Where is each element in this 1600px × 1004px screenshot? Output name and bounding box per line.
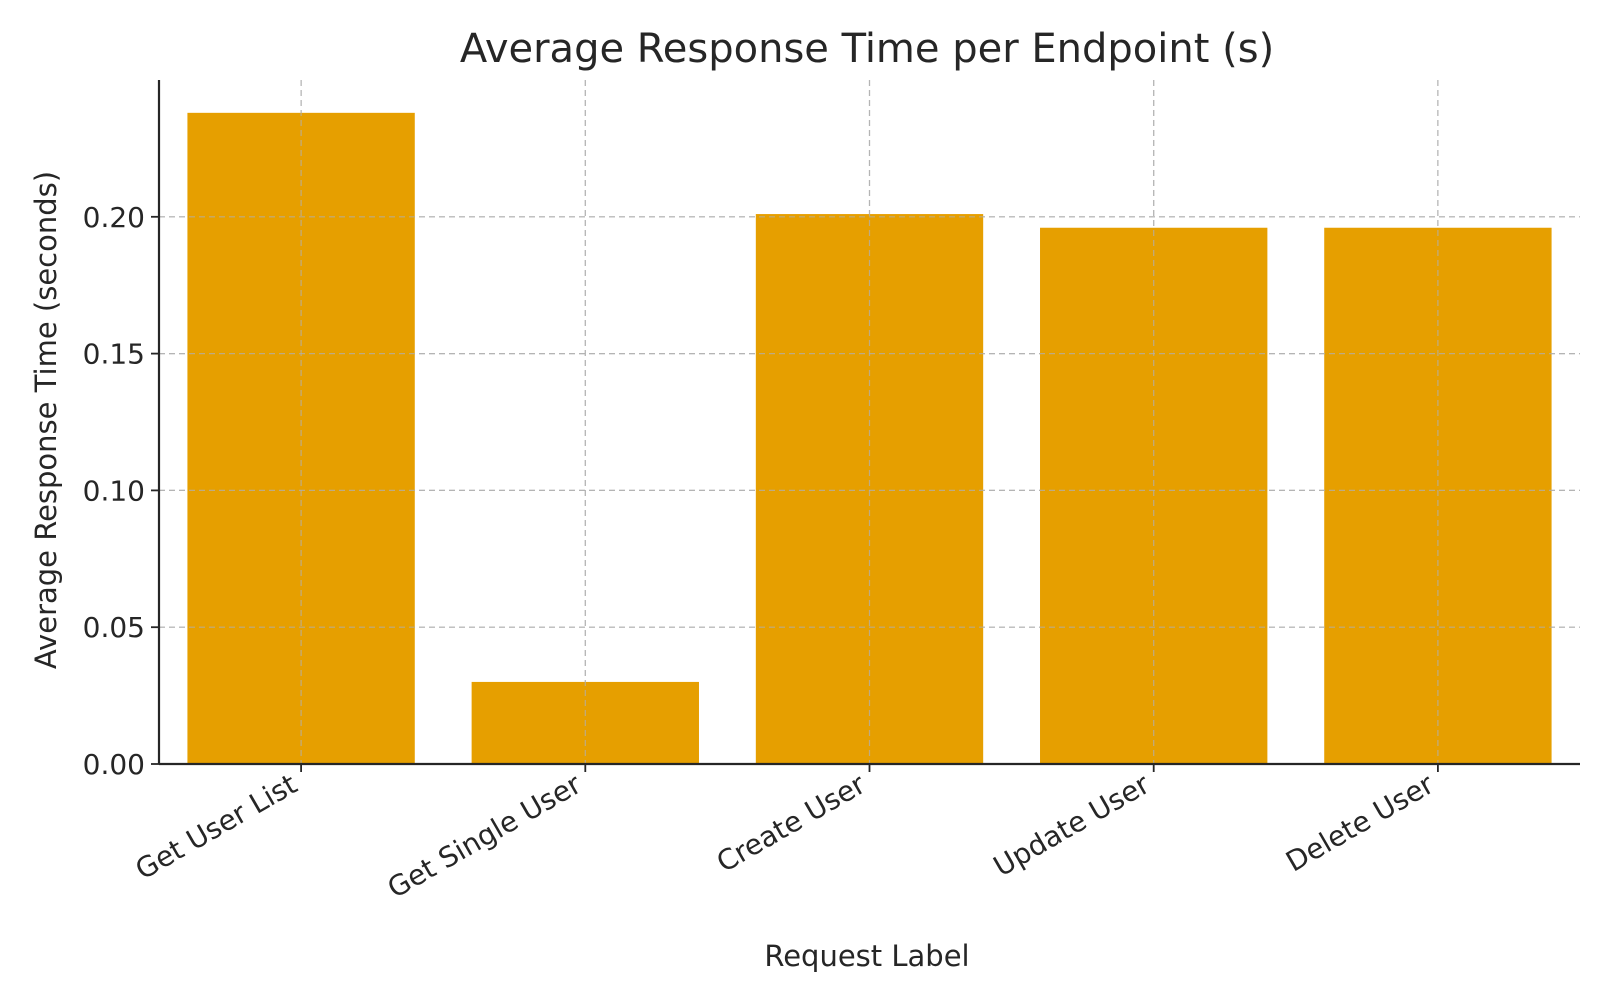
- x-tick-label: Get User List: [130, 767, 303, 886]
- x-tick-label: Update User: [988, 767, 1156, 883]
- x-tick-label: Create User: [711, 767, 871, 879]
- y-axis-label: Average Response Time (seconds): [29, 171, 63, 669]
- y-tick-label: 0.00: [83, 748, 145, 781]
- y-tick-label: 0.20: [83, 201, 145, 234]
- grid-overlay: [159, 80, 1580, 764]
- y-tick-label: 0.05: [83, 611, 145, 644]
- x-axis-label: Request Label: [764, 939, 969, 973]
- y-tick-label: 0.15: [83, 338, 145, 371]
- y-tick-label: 0.10: [83, 474, 145, 507]
- x-tick-label: Delete User: [1280, 767, 1440, 878]
- x-tick-label: Get Single User: [382, 767, 587, 905]
- chart-title: Average Response Time per Endpoint (s): [460, 26, 1274, 72]
